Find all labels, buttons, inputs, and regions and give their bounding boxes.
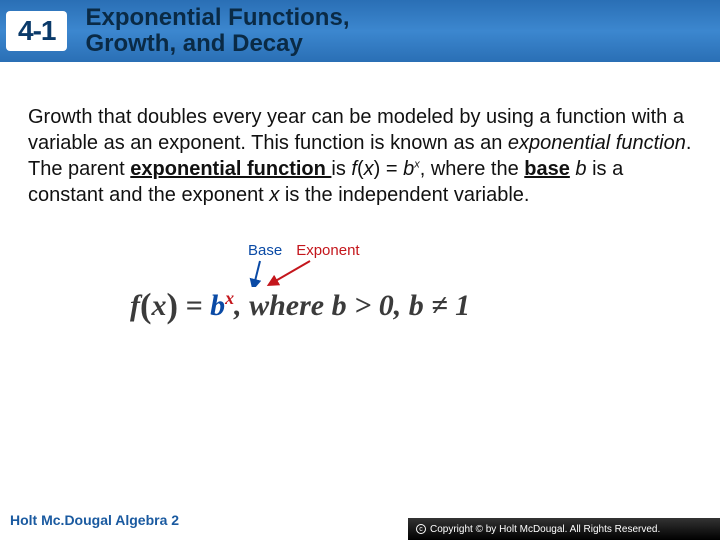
header-bar: 4-1 Exponential Functions, Growth, and D… [0,0,720,62]
formula-neq: ≠ 1 [424,289,470,322]
footer-left: Holt Mc.Dougal Algebra 2 [10,512,179,528]
title-line-1: Exponential Functions, [85,4,349,31]
text-bold-underline-1: exponential function [130,158,331,180]
formula-block: Base Exponent f(x) = bx, where b > 0, b … [130,242,590,326]
formula-cond-b: b [332,289,347,322]
formula-open-paren: ( [140,287,152,325]
formula-expression: f(x) = bx, where b > 0, b ≠ 1 [130,287,590,326]
footer-right-text: Copyright © by Holt McDougal. All Rights… [430,524,660,535]
label-base: Base [248,242,282,259]
text-x-ital: x [269,184,279,206]
arrow-exponent [272,261,310,283]
arrow-base [254,261,260,285]
formula-cond-b2: b [409,289,424,322]
formula-where: , where [234,289,332,322]
formula-gt: > 0, [347,289,409,322]
lesson-title: Exponential Functions, Growth, and Decay [85,5,349,58]
text-italic-1: exponential function [508,132,686,154]
arrows-svg [248,259,368,287]
text-fx-x: x [364,158,374,180]
formula-arrows [248,259,590,287]
text-paren-open: ( [357,158,364,180]
formula-eq: = [178,289,210,322]
copyright-icon: c [416,524,426,534]
label-exponent: Exponent [296,242,359,259]
text-eq: = [380,158,403,180]
lesson-number-badge: 4-1 [6,11,67,51]
text-p4: , where the [420,158,525,180]
body-paragraph: Growth that doubles every year can be mo… [28,104,692,208]
text-bold-underline-2: base [524,158,570,180]
formula-f: f [130,289,140,322]
formula-close-paren: ) [167,287,179,325]
formula-b: b [210,289,225,322]
formula-labels: Base Exponent [248,242,590,259]
text-p6: is the independent variable. [279,184,529,206]
footer-right: c Copyright © by Holt McDougal. All Righ… [408,518,720,540]
formula-x-inner: x [152,289,167,322]
text-b: b [403,158,414,180]
formula-x-sup: x [225,288,234,308]
text-b-ital: b [575,158,586,180]
title-line-2: Growth, and Decay [85,30,302,57]
text-p3: is [331,158,351,180]
